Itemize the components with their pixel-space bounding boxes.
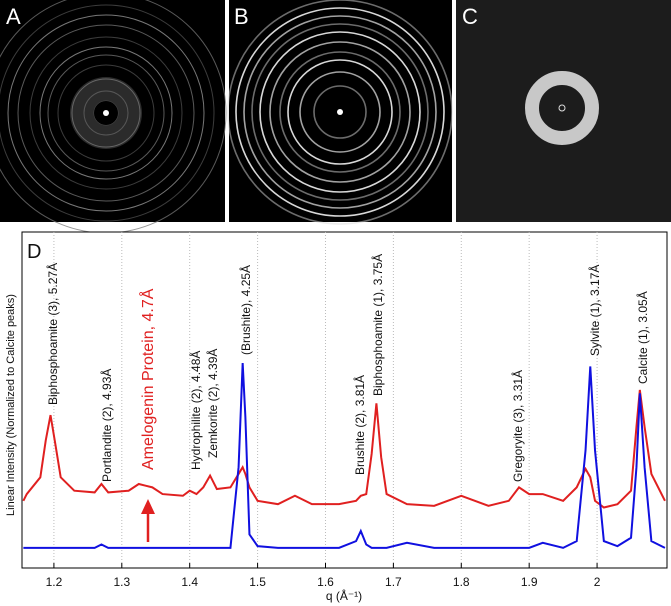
ring [227,0,453,225]
annotation: Calcite (1), 3.05Å [635,291,650,384]
series-line [22,389,666,509]
ring [47,54,165,172]
x-tick-label: 1.2 [46,575,63,589]
panel-label: D [27,241,41,263]
x-tick-label: 1.4 [181,575,198,589]
ring [259,31,421,193]
panel-label: A [6,4,21,29]
x-tick-label: 1.3 [113,575,130,589]
x-tick-label: 1.8 [453,575,470,589]
beam-spot [103,110,109,116]
ring [39,46,173,180]
annotation: Biphosphoamite (1), 3.75Å [370,254,385,396]
ring [279,51,401,173]
ring [7,14,205,212]
annotation: Amelogenin Protein, 4.7Å [138,288,157,470]
ring [29,36,183,190]
annotation: Portlandite (2), 4.93Å [99,369,114,482]
annotation: Hydrophilite (2), 4.48Å [188,351,203,470]
ring [0,4,215,222]
ring [235,7,445,217]
x-axis-label: q (Å⁻¹) [326,588,362,603]
diffraction-rings [0,0,453,234]
annotation: (Brushite), 4.25Å [238,265,253,355]
plot-frame [21,231,668,569]
x-tick-label: 1.9 [521,575,538,589]
annotation: Brushite (2), 3.81Å [352,375,367,475]
ring [269,41,411,183]
annotation-arrowhead [141,499,155,514]
annotation: Zemkorite (2), 4.39Å [205,349,220,458]
panel-label: C [462,4,478,29]
ring [57,64,155,162]
series-line [23,362,666,549]
panel-label: B [234,4,249,29]
beam-center [558,104,566,112]
annotation: Sylvite (1), 3.17Å [587,265,602,356]
y-axis-label: Linear Intensity (Normalized to Calcite … [5,294,17,516]
ring [313,85,367,139]
x-tick-label: 2 [594,575,601,589]
protein-ring [525,71,599,145]
x-tick-label: 1.6 [317,575,334,589]
x-tick-label: 1.5 [249,575,266,589]
ring [299,71,381,153]
ring [287,59,393,165]
ring [243,15,437,209]
annotation: Biphosphoamite (3), 5.27Å [45,263,60,405]
annotation: Gregoryite (3), 3.31Å [510,370,525,482]
beam-spot [337,109,343,115]
ring [17,24,195,202]
ring [251,23,429,201]
x-tick-label: 1.7 [385,575,402,589]
